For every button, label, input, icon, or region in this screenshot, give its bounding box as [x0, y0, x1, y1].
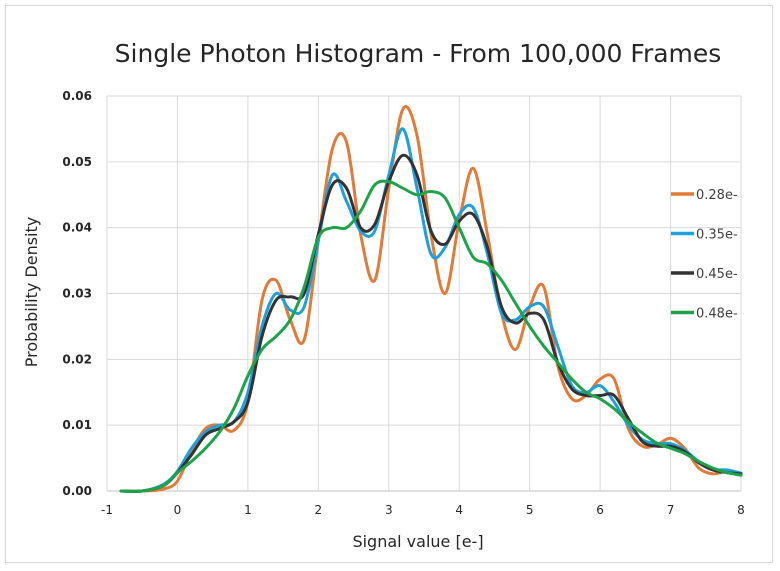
series-layer — [119, 105, 743, 493]
y-tick-label: 0.02 — [62, 352, 92, 366]
y-tick-label: 0.00 — [62, 484, 92, 498]
x-axis-title: Signal value [e-] — [352, 532, 483, 551]
x-tick-label: 7 — [667, 503, 675, 517]
legend: 0.28e- 0.35e- 0.45e- 0.48e- — [671, 188, 738, 322]
chart-title: Single Photon Histogram - From 100,000 F… — [115, 39, 722, 68]
legend-label: 0.28e- — [696, 188, 738, 203]
x-tick-label: 6 — [596, 503, 604, 517]
x-tick-label: 4 — [455, 503, 463, 517]
x-tick-label: 3 — [385, 503, 393, 517]
x-tick-label: 1 — [244, 503, 252, 517]
y-axis-title: Probability Density — [22, 217, 41, 368]
tick-layer: 0.00 0.01 0.02 0.03 0.04 0.05 0.06 -1 0 1 2 3 4 5 6 7 8 — [62, 89, 744, 517]
x-tick-label: 2 — [315, 503, 323, 517]
series-line-0.48e- — [119, 179, 743, 493]
y-tick-label: 0.04 — [62, 221, 92, 235]
legend-label: 0.48e- — [696, 307, 738, 322]
x-tick-label: 0 — [174, 503, 182, 517]
series-line-0.45e- — [119, 153, 743, 493]
legend-label: 0.45e- — [696, 267, 738, 282]
x-tick-label: -1 — [101, 503, 113, 517]
series-line-0.28e- — [119, 105, 743, 493]
x-tick-label: 8 — [737, 503, 745, 517]
x-tick-label: 5 — [526, 503, 534, 517]
y-tick-label: 0.06 — [62, 89, 92, 103]
y-tick-label: 0.05 — [62, 155, 92, 169]
y-tick-label: 0.03 — [62, 287, 92, 301]
legend-label: 0.35e- — [696, 228, 738, 243]
y-tick-label: 0.01 — [62, 418, 92, 432]
